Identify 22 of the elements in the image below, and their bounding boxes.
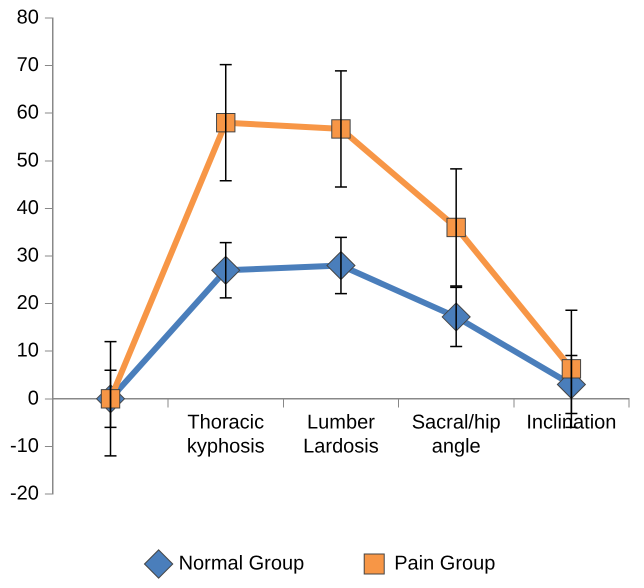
legend-label: Pain Group	[394, 552, 496, 575]
x-tick-label: Sacral/hip angle	[412, 411, 501, 458]
x-tick-label: Lumber Lardosis	[303, 411, 379, 458]
point	[211, 256, 240, 285]
point	[216, 113, 236, 132]
y-tick-label: 50	[16, 149, 39, 172]
y-tick-label: -10	[10, 434, 39, 457]
y-tick-label: -20	[10, 482, 39, 505]
point	[446, 218, 466, 238]
y-tick-label: 40	[16, 196, 39, 219]
y-tick-label: 10	[16, 340, 39, 362]
legend-label: Normal Group	[178, 552, 304, 575]
y-tick-label: 60	[16, 102, 39, 124]
point	[562, 359, 582, 379]
x-tick-label: Thoracic kyphosis	[186, 411, 265, 458]
y-tick-label: 0	[28, 387, 39, 410]
y-tick-label: 30	[16, 244, 39, 267]
y-tick-label: 20	[16, 292, 39, 314]
y-tick-label: 80	[16, 6, 39, 29]
point	[326, 251, 356, 280]
y-tick-label: 70	[16, 54, 39, 76]
point	[331, 119, 351, 139]
